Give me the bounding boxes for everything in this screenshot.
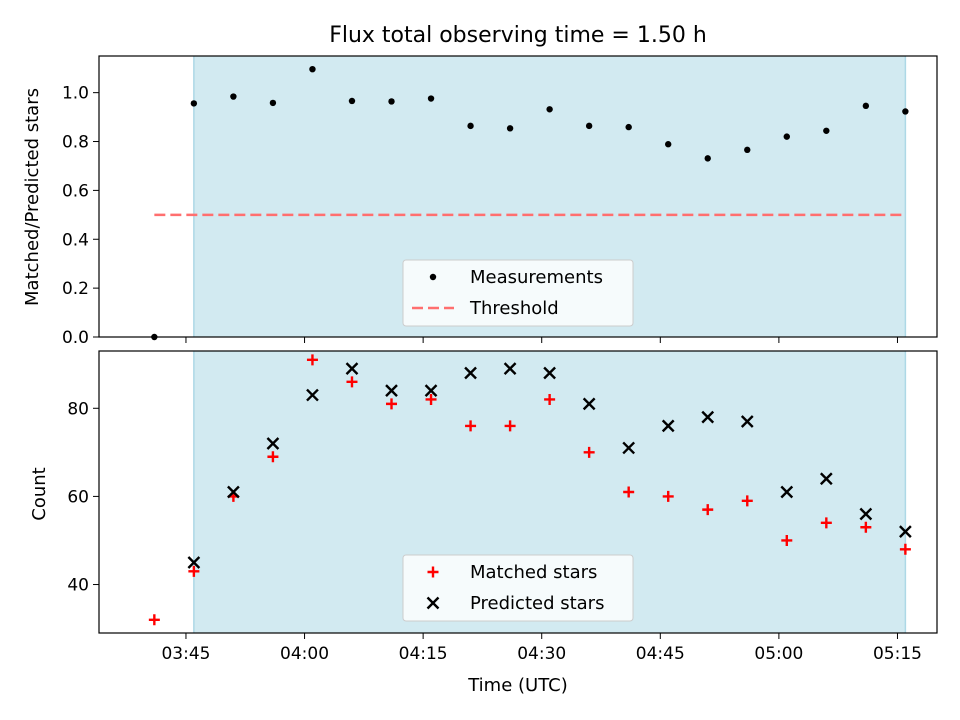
predicted-star-point bbox=[543, 366, 556, 380]
predicted-star-point bbox=[701, 410, 715, 424]
legend-label: Threshold bbox=[469, 298, 559, 319]
predicted-star-point bbox=[227, 485, 240, 499]
matched-star-point bbox=[702, 504, 714, 516]
predicted-star-point bbox=[266, 437, 280, 450]
top-legend: Measurements Threshold bbox=[402, 259, 634, 327]
axes-frame bbox=[98, 350, 938, 634]
matched-star-point bbox=[188, 565, 200, 577]
measurement-point bbox=[190, 100, 198, 107]
legend-label: Predicted stars bbox=[470, 593, 604, 614]
measurement-point bbox=[625, 123, 632, 131]
measurement-point bbox=[783, 133, 790, 140]
x-tick-label: 05:00 bbox=[754, 644, 803, 664]
measurement-point bbox=[467, 122, 474, 130]
x-tick-label: 04:45 bbox=[636, 644, 685, 664]
measurement-point bbox=[546, 106, 553, 113]
measurement-point bbox=[230, 93, 237, 100]
bottom-legend: Matched stars Predicted stars bbox=[402, 554, 634, 622]
predicted-star-point bbox=[622, 441, 636, 455]
axes-frame bbox=[98, 55, 938, 338]
x-tick-label: 04:15 bbox=[399, 644, 448, 664]
y-tick-label: 1.0 bbox=[62, 84, 89, 104]
x-tick-label: 05:15 bbox=[873, 644, 922, 664]
predicted-star-point bbox=[464, 366, 477, 380]
legend-label: Measurements bbox=[470, 267, 603, 288]
top-y-axis-label: Matched/Predicted stars bbox=[22, 88, 43, 306]
legend-marker-measurements bbox=[429, 273, 437, 281]
matched-star-point bbox=[781, 534, 793, 546]
legend-box bbox=[402, 259, 634, 327]
predicted-star-point bbox=[424, 384, 438, 398]
matched-star-point bbox=[267, 451, 279, 463]
predicted-star-point bbox=[345, 362, 359, 375]
matched-star-point bbox=[346, 376, 358, 388]
legend-marker-predicted bbox=[426, 596, 440, 610]
measurement-point bbox=[902, 108, 909, 115]
y-tick-label: 80 bbox=[67, 399, 89, 419]
measurement-point bbox=[348, 97, 356, 105]
y-tick-label: 0.4 bbox=[62, 230, 89, 250]
measurement-point bbox=[704, 155, 711, 162]
measurement-point bbox=[269, 99, 277, 107]
measurement-point bbox=[665, 141, 672, 148]
predicted-star-point bbox=[780, 485, 794, 499]
measurement-point bbox=[309, 65, 316, 73]
measurement-point bbox=[823, 127, 830, 134]
predicted-star-point bbox=[385, 384, 398, 398]
predicted-star-point bbox=[740, 415, 754, 428]
matched-star-point bbox=[623, 486, 635, 498]
measurement-point bbox=[506, 125, 514, 132]
predicted-star-point bbox=[582, 397, 596, 411]
matched-star-point bbox=[662, 490, 674, 502]
bottom-panel: 40 60 80 03:45 04:00 04:15 04:30 04:45 05:00 05:1… bbox=[67, 350, 938, 664]
matched-star-point bbox=[544, 393, 556, 405]
x-axis-label: Time (UTC) bbox=[467, 675, 568, 696]
matched-star-point bbox=[386, 398, 398, 410]
predicted-star-point bbox=[899, 525, 912, 539]
legend-box bbox=[402, 554, 634, 622]
matched-star-point bbox=[148, 614, 160, 626]
x-tick-label: 04:00 bbox=[280, 644, 329, 664]
bottom-y-axis-label: Count bbox=[29, 467, 50, 520]
y-tick-label: 40 bbox=[67, 576, 89, 596]
matched-star-point bbox=[820, 517, 832, 529]
matched-star-point bbox=[583, 446, 595, 458]
x-tick-label: 04:30 bbox=[517, 644, 566, 664]
measurement-point bbox=[862, 102, 870, 110]
matched-star-point bbox=[860, 521, 872, 533]
y-tick-label: 0.8 bbox=[62, 133, 89, 153]
matched-star-point bbox=[465, 420, 477, 432]
predicted-star-point bbox=[306, 388, 319, 402]
predicted-star-point bbox=[187, 556, 201, 569]
top-panel: 0.0 0.2 0.4 0.6 0.8 1.0 Measurements Threshold bbox=[62, 55, 938, 348]
legend-label: Matched stars bbox=[470, 562, 597, 583]
matched-star-point bbox=[741, 495, 753, 507]
predicted-star-point bbox=[503, 362, 517, 375]
measurement-point bbox=[744, 146, 751, 154]
y-tick-label: 0.2 bbox=[62, 279, 89, 299]
y-tick-label: 0.6 bbox=[62, 181, 89, 201]
matched-star-point bbox=[425, 393, 437, 405]
predicted-star-point bbox=[819, 472, 833, 486]
x-tick-label: 03:45 bbox=[161, 644, 210, 664]
legend-marker-matched bbox=[427, 566, 439, 578]
predicted-star-point bbox=[859, 507, 873, 521]
measurement-point bbox=[427, 95, 435, 102]
chart-title: Flux total observing time = 1.50 h bbox=[329, 23, 707, 48]
matched-star-point bbox=[504, 420, 516, 432]
measurement-point bbox=[585, 122, 593, 130]
matched-star-point bbox=[899, 543, 911, 555]
matched-star-point bbox=[306, 354, 318, 366]
predicted-star-point bbox=[661, 419, 675, 433]
y-tick-label: 60 bbox=[67, 487, 89, 507]
measurement-point bbox=[388, 98, 395, 105]
y-tick-label: 0.0 bbox=[62, 328, 89, 348]
